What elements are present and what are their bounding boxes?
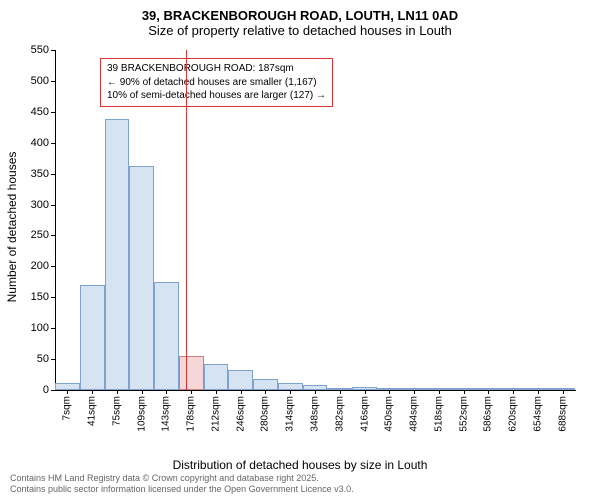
x-axis-label: Distribution of detached houses by size … [0, 458, 600, 472]
y-axis-label: Number of detached houses [5, 152, 19, 303]
y-tick-mark [51, 143, 55, 144]
x-tick-mark [414, 390, 415, 394]
y-tick-label: 450 [31, 106, 49, 118]
y-tick-label: 200 [31, 260, 49, 272]
y-tick-mark [51, 328, 55, 329]
y-tick-label: 50 [37, 353, 49, 365]
x-tick-label: 654sqm [532, 396, 543, 432]
y-tick-label: 350 [31, 168, 49, 180]
chart-bar [228, 370, 253, 390]
chart-bar [80, 285, 105, 390]
x-tick-label: 450sqm [384, 396, 395, 432]
x-tick-mark [92, 390, 93, 394]
x-tick-label: 484sqm [409, 396, 420, 432]
x-tick-label: 7sqm [62, 396, 73, 420]
x-tick-mark [340, 390, 341, 394]
x-tick-mark [166, 390, 167, 394]
y-tick-mark [51, 235, 55, 236]
x-tick-mark [389, 390, 390, 394]
y-tick-label: 150 [31, 291, 49, 303]
x-tick-mark [117, 390, 118, 394]
chart-bar [55, 383, 80, 390]
reference-line [186, 50, 187, 390]
x-tick-mark [315, 390, 316, 394]
footer-line1: Contains HM Land Registry data © Crown c… [10, 473, 354, 485]
y-tick-label: 100 [31, 322, 49, 334]
chart-footer: Contains HM Land Registry data © Crown c… [10, 473, 354, 496]
y-tick-mark [51, 297, 55, 298]
chart-bar [129, 166, 154, 390]
x-tick-mark [290, 390, 291, 394]
footer-line2: Contains public sector information licen… [10, 484, 354, 496]
x-tick-mark [563, 390, 564, 394]
x-tick-mark [464, 390, 465, 394]
x-tick-mark [365, 390, 366, 394]
x-tick-mark [241, 390, 242, 394]
y-tick-label: 250 [31, 229, 49, 241]
y-tick-mark [51, 174, 55, 175]
x-tick-label: 348sqm [310, 396, 321, 432]
y-tick-mark [51, 81, 55, 82]
x-tick-mark [265, 390, 266, 394]
y-tick-label: 300 [31, 199, 49, 211]
chart-bar [278, 383, 303, 390]
annotation-box: 39 BRACKENBOROUGH ROAD: 187sqm ← 90% of … [100, 58, 333, 107]
x-tick-label: 41sqm [87, 396, 98, 426]
y-tick-mark [51, 359, 55, 360]
x-tick-label: 518sqm [433, 396, 444, 432]
x-tick-mark [538, 390, 539, 394]
x-tick-mark [142, 390, 143, 394]
x-tick-mark [67, 390, 68, 394]
x-tick-label: 620sqm [508, 396, 519, 432]
y-tick-mark [51, 50, 55, 51]
chart-bar [154, 282, 179, 390]
x-tick-mark [439, 390, 440, 394]
x-tick-mark [513, 390, 514, 394]
y-tick-label: 0 [43, 384, 49, 396]
y-tick-label: 550 [31, 44, 49, 56]
x-tick-label: 109sqm [136, 396, 147, 432]
chart-container: 39, BRACKENBOROUGH ROAD, LOUTH, LN11 0AD… [0, 0, 600, 500]
y-tick-label: 400 [31, 137, 49, 149]
x-tick-label: 75sqm [111, 396, 122, 426]
x-tick-label: 586sqm [483, 396, 494, 432]
chart-bar [204, 364, 229, 390]
chart-bar [105, 119, 130, 390]
x-tick-label: 212sqm [210, 396, 221, 432]
chart-plot-area: 39 BRACKENBOROUGH ROAD: 187sqm ← 90% of … [55, 50, 575, 390]
y-tick-mark [51, 112, 55, 113]
x-tick-label: 178sqm [186, 396, 197, 432]
x-tick-label: 280sqm [260, 396, 271, 432]
x-tick-label: 688sqm [557, 396, 568, 432]
x-tick-mark [191, 390, 192, 394]
x-tick-mark [488, 390, 489, 394]
y-tick-label: 500 [31, 75, 49, 87]
y-tick-mark [51, 266, 55, 267]
x-tick-label: 382sqm [334, 396, 345, 432]
y-tick-mark [51, 205, 55, 206]
x-tick-label: 552sqm [458, 396, 469, 432]
chart-bar [253, 379, 278, 390]
annotation-line1: 39 BRACKENBOROUGH ROAD: 187sqm [107, 62, 326, 76]
chart-bar-highlight [179, 356, 204, 390]
chart-title-sub: Size of property relative to detached ho… [0, 23, 600, 42]
annotation-line2: ← 90% of detached houses are smaller (1,… [107, 76, 326, 90]
x-tick-mark [216, 390, 217, 394]
y-tick-mark [51, 390, 55, 391]
x-tick-label: 246sqm [235, 396, 246, 432]
x-tick-label: 314sqm [285, 396, 296, 432]
x-tick-label: 143sqm [161, 396, 172, 432]
x-tick-label: 416sqm [359, 396, 370, 432]
chart-title-main: 39, BRACKENBOROUGH ROAD, LOUTH, LN11 0AD [0, 0, 600, 23]
annotation-line3: 10% of semi-detached houses are larger (… [107, 89, 326, 103]
